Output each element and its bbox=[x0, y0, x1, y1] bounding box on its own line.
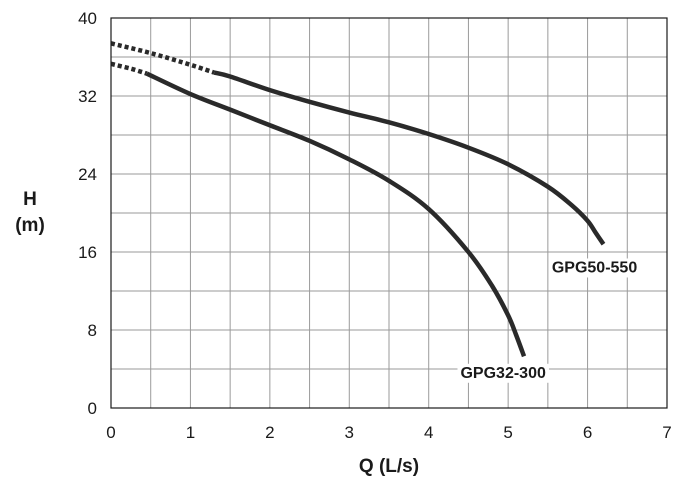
x-axis-title: Q (L/s) bbox=[359, 456, 419, 477]
plot-frame bbox=[110, 17, 668, 409]
grid bbox=[111, 18, 667, 408]
series-gpg32-300-extrapolated bbox=[110, 61, 148, 76]
y-axis-title-line1: H bbox=[23, 189, 37, 210]
y-axis-title-line2: (m) bbox=[15, 215, 45, 236]
y-tick-label: 32 bbox=[78, 87, 97, 106]
x-tick-labels: 0 1 2 3 4 5 6 7 bbox=[106, 423, 671, 442]
x-tick-label: 2 bbox=[265, 423, 274, 442]
x-tick-label: 6 bbox=[583, 423, 592, 442]
y-tick-label: 8 bbox=[88, 321, 97, 340]
y-tick-label: 16 bbox=[78, 243, 97, 262]
curve-labels: GPG50-550 GPG32-300 bbox=[457, 258, 641, 383]
curve-label-gpg50-550: GPG50-550 bbox=[552, 259, 637, 276]
y-tick-label: 0 bbox=[88, 399, 97, 418]
y-tick-labels: 0 8 16 24 32 40 bbox=[78, 9, 97, 418]
x-tick-label: 1 bbox=[186, 423, 195, 442]
curves bbox=[110, 41, 606, 358]
x-tick-label: 4 bbox=[424, 423, 433, 442]
x-tick-label: 5 bbox=[503, 423, 512, 442]
x-tick-label: 3 bbox=[345, 423, 354, 442]
x-tick-label: 7 bbox=[662, 423, 671, 442]
curve-label-gpg32-300: GPG32-300 bbox=[460, 365, 545, 382]
series-gpg50-550-extrapolated bbox=[110, 41, 215, 75]
curve-label-background bbox=[457, 363, 549, 383]
y-tick-label: 24 bbox=[78, 165, 97, 184]
y-tick-label: 40 bbox=[78, 9, 97, 28]
series-gpg32-300-line bbox=[145, 71, 527, 358]
x-tick-label: 0 bbox=[106, 423, 115, 442]
series-gpg50-550-line bbox=[213, 70, 606, 246]
curve-label-background bbox=[548, 258, 641, 278]
